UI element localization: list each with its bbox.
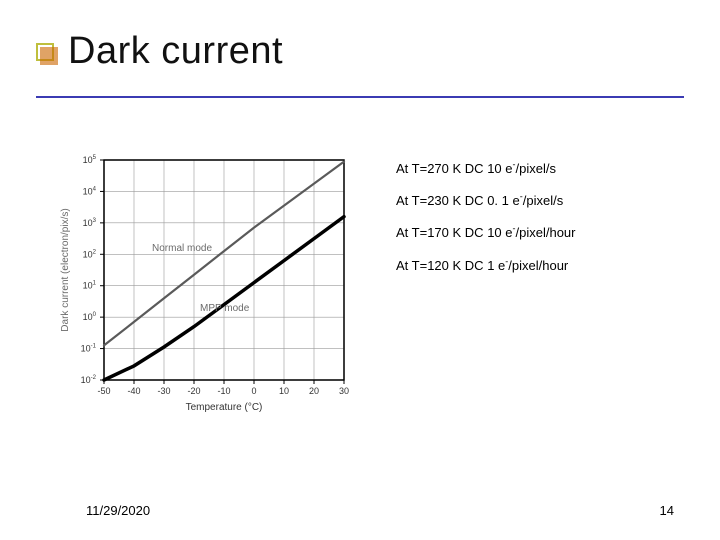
data-list-row: At T=170 K DC 10 e-/pixel/hour xyxy=(396,224,706,242)
svg-text:103: 103 xyxy=(83,218,97,228)
svg-text:20: 20 xyxy=(309,386,319,396)
svg-text:100: 100 xyxy=(83,312,97,322)
svg-text:-50: -50 xyxy=(97,386,110,396)
svg-text:30: 30 xyxy=(339,386,349,396)
footer-page: 14 xyxy=(660,503,674,518)
svg-text:Dark current (electron/pix/s): Dark current (electron/pix/s) xyxy=(60,208,71,331)
fact-mid: DC xyxy=(465,161,484,176)
title-rule xyxy=(36,96,684,98)
page-title: Dark current xyxy=(68,30,283,73)
svg-text:-40: -40 xyxy=(127,386,140,396)
svg-text:-30: -30 xyxy=(157,386,170,396)
title-bullet-icon xyxy=(36,43,54,61)
slide: Dark current -50 -40 -30 -20 -10 0 10 20 30 10-2 1… xyxy=(0,0,720,540)
fact-temp: At T=170 K xyxy=(396,225,461,240)
title-block: Dark current xyxy=(36,30,283,73)
svg-text:10: 10 xyxy=(279,386,289,396)
svg-text:10-1: 10-1 xyxy=(81,344,97,354)
svg-text:MPP mode: MPP mode xyxy=(200,303,250,314)
fact-mid: DC xyxy=(465,193,484,208)
fact-val: 10 e-/pixel/hour xyxy=(487,225,575,240)
svg-text:104: 104 xyxy=(83,186,97,196)
svg-text:-10: -10 xyxy=(217,386,230,396)
fact-mid: DC xyxy=(465,225,484,240)
fact-temp: At T=230 K xyxy=(396,193,461,208)
svg-text:101: 101 xyxy=(83,281,97,291)
data-list-row: At T=120 K DC 1 e-/pixel/hour xyxy=(396,257,706,275)
fact-mid: DC xyxy=(465,258,484,273)
svg-text:0: 0 xyxy=(251,386,256,396)
svg-text:10-2: 10-2 xyxy=(81,375,97,385)
fact-temp: At T=270 K xyxy=(396,161,461,176)
svg-text:102: 102 xyxy=(83,249,97,259)
data-list-row: At T=230 K DC 0. 1 e-/pixel/s xyxy=(396,192,706,210)
fact-val: 0. 1 e-/pixel/s xyxy=(487,193,563,208)
svg-text:Normal mode: Normal mode xyxy=(152,243,212,254)
fact-temp: At T=120 K xyxy=(396,258,461,273)
fact-val: 1 e-/pixel/hour xyxy=(487,258,568,273)
footer-date: 11/29/2020 xyxy=(86,503,150,518)
svg-text:105: 105 xyxy=(83,155,97,165)
svg-text:-20: -20 xyxy=(187,386,200,396)
svg-text:Temperature (°C): Temperature (°C) xyxy=(186,402,263,413)
dark-current-chart: -50 -40 -30 -20 -10 0 10 20 30 10-2 10-1 100 101 102 1… xyxy=(56,152,372,422)
data-list-row: At T=270 K DC 10 e-/pixel/s xyxy=(396,160,706,178)
fact-val: 10 e-/pixel/s xyxy=(487,161,556,176)
data-list: At T=270 K DC 10 e-/pixel/s At T=230 K DC… xyxy=(396,160,706,289)
